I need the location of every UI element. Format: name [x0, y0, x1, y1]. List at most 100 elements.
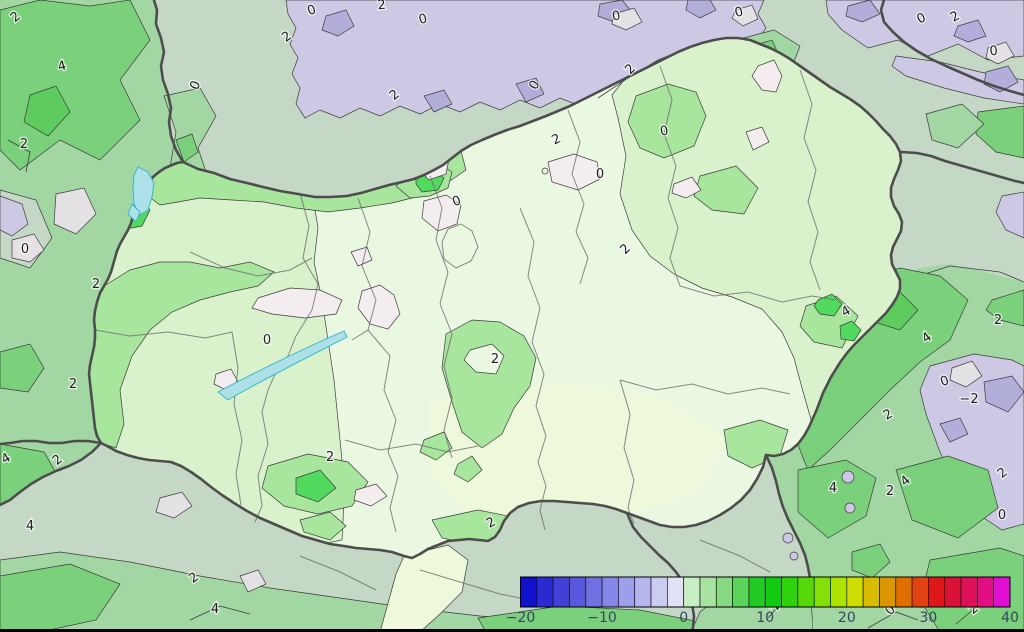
- colorbar-segment: [650, 576, 668, 608]
- contour-label: 2: [92, 277, 100, 292]
- colorbar-tick-label: 20: [838, 610, 856, 626]
- county-line: [659, 65, 681, 287]
- contour-band: [985, 289, 1024, 327]
- contour-band: [789, 551, 799, 561]
- county-line: [344, 439, 479, 453]
- lake-neusiedl: [132, 166, 155, 216]
- contour-band: [295, 469, 337, 503]
- contour-band: [983, 375, 1024, 413]
- contour-band: [939, 417, 969, 443]
- contour-label: 4: [829, 481, 837, 496]
- contour-band: [0, 343, 45, 393]
- colorbar-segment: [781, 576, 799, 608]
- ukraine-band: [891, 55, 1024, 105]
- contour-band: [839, 320, 862, 342]
- contour-label: 0: [998, 508, 1006, 523]
- colorbar-segment: [634, 576, 652, 608]
- contour-label: 2: [20, 137, 28, 152]
- colorbar-segment: [944, 576, 962, 608]
- colorbar-segment: [830, 576, 848, 608]
- contour-label: 0: [263, 333, 271, 348]
- contour-band: [845, 0, 881, 23]
- ukraine-romania-border: [899, 150, 1024, 185]
- county-line: [679, 285, 837, 303]
- colorbar-segment: [666, 576, 685, 608]
- colorbar-segment: [520, 576, 538, 608]
- contour-label: 2: [69, 377, 77, 392]
- contour-band: [11, 233, 45, 263]
- contour-band: [353, 483, 388, 507]
- contour-label: 2: [377, 0, 387, 13]
- colorbar-tick-label: 0: [679, 610, 688, 626]
- colorbar-segment: [699, 576, 717, 608]
- contour-label: 4: [26, 519, 34, 534]
- contour-line: [189, 605, 251, 621]
- colorbar-tick-label: 40: [1001, 610, 1019, 626]
- lake-balaton: [217, 330, 348, 401]
- colorbar-segment: [813, 576, 831, 608]
- county-line: [231, 331, 243, 506]
- colorbar-segment: [748, 576, 766, 608]
- colorbar-segment: [536, 576, 554, 608]
- contour-band: [895, 455, 999, 539]
- contour-band: [453, 455, 483, 483]
- colorbar-segment: [797, 576, 815, 608]
- contour-label: 0: [596, 167, 604, 182]
- austria-slovakia-border: [152, 0, 185, 164]
- county-line: [189, 251, 313, 277]
- croatia-serbia-border: [625, 511, 696, 632]
- contour-band: [423, 89, 453, 113]
- colorbar-tick-label: 30: [920, 610, 938, 626]
- colorbar-segment: [585, 576, 603, 608]
- contour-band: [23, 85, 71, 137]
- contour-band: [321, 9, 355, 37]
- colorbar-segment: [601, 576, 619, 608]
- colorbar-segment: [552, 576, 570, 608]
- colorbar-segment: [911, 576, 929, 608]
- colorbar-segment: [764, 576, 782, 608]
- contour-band: [841, 470, 855, 484]
- contour-label: 0: [611, 8, 622, 24]
- contour-band: [357, 284, 401, 330]
- contour-band: [985, 41, 1015, 65]
- contour-line: [867, 611, 919, 629]
- county-line: [519, 207, 547, 531]
- contour-band: [844, 502, 856, 514]
- county-line: [351, 197, 377, 341]
- lake-neusiedl-arm: [127, 203, 141, 223]
- contour-band: [693, 165, 759, 215]
- colorbar-segment: [960, 576, 978, 608]
- contour-band: [441, 319, 537, 449]
- contour-band: [685, 0, 717, 19]
- county-line: [429, 175, 453, 459]
- colorbar: −20 −10 0 10 20 30 40: [506, 576, 1019, 626]
- colorbar-segment: [862, 576, 880, 608]
- colorbar-tick-label: −20: [506, 610, 536, 626]
- county-line: [367, 329, 399, 533]
- contour-band: [671, 176, 702, 199]
- contour-label: 0: [21, 242, 29, 257]
- austria-slovenia-border: [0, 439, 103, 446]
- slovenia-croatia-border: [0, 441, 103, 507]
- contour-band: [541, 167, 549, 175]
- county-line-budapest: [441, 223, 479, 269]
- colorbar-segment: [928, 576, 946, 608]
- bottom-frame-line: [0, 629, 1024, 632]
- contour-band: [0, 551, 601, 632]
- colorbar-segment: [683, 576, 701, 608]
- contour-band: [731, 4, 759, 27]
- county-line: [619, 379, 791, 395]
- contour-band: [751, 59, 783, 93]
- county-line: [619, 379, 635, 525]
- county-lines: [94, 65, 837, 603]
- colorbar-segment: [715, 576, 733, 608]
- contour-band: [782, 532, 794, 544]
- contour-label: 2: [994, 313, 1002, 328]
- contour-band: [53, 187, 97, 235]
- romania-serbia-border: [764, 453, 812, 580]
- colorbar-segment: [618, 576, 636, 608]
- contour-band: [299, 511, 347, 541]
- contour-band: [547, 153, 601, 191]
- contour-band: [953, 19, 987, 43]
